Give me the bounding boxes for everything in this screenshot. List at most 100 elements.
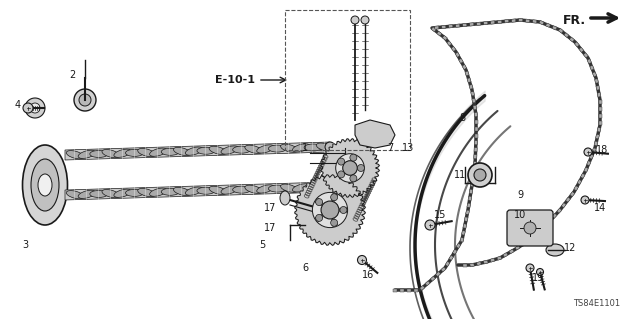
Ellipse shape bbox=[102, 150, 120, 158]
Polygon shape bbox=[596, 134, 600, 139]
Circle shape bbox=[321, 201, 339, 219]
Polygon shape bbox=[468, 196, 472, 201]
Polygon shape bbox=[451, 47, 456, 51]
Ellipse shape bbox=[292, 184, 310, 192]
Polygon shape bbox=[574, 186, 579, 191]
Circle shape bbox=[340, 206, 347, 213]
FancyBboxPatch shape bbox=[507, 210, 553, 246]
Ellipse shape bbox=[233, 186, 251, 193]
Ellipse shape bbox=[316, 183, 333, 191]
Ellipse shape bbox=[30, 103, 40, 113]
Text: 8: 8 bbox=[459, 113, 465, 123]
Ellipse shape bbox=[125, 189, 143, 197]
Text: 16: 16 bbox=[362, 270, 374, 280]
Ellipse shape bbox=[161, 188, 179, 195]
Text: 15: 15 bbox=[434, 210, 446, 220]
Polygon shape bbox=[477, 262, 481, 265]
Ellipse shape bbox=[245, 185, 262, 193]
Circle shape bbox=[331, 194, 338, 201]
Circle shape bbox=[338, 171, 345, 178]
Polygon shape bbox=[463, 23, 467, 27]
Polygon shape bbox=[532, 233, 537, 238]
Polygon shape bbox=[595, 79, 598, 83]
Polygon shape bbox=[532, 20, 537, 23]
Ellipse shape bbox=[102, 189, 120, 198]
Polygon shape bbox=[449, 25, 453, 28]
Polygon shape bbox=[456, 243, 461, 248]
Polygon shape bbox=[470, 182, 474, 187]
Polygon shape bbox=[575, 42, 579, 47]
Ellipse shape bbox=[150, 148, 167, 156]
Ellipse shape bbox=[67, 151, 84, 159]
Polygon shape bbox=[597, 128, 601, 132]
Polygon shape bbox=[430, 276, 435, 281]
Circle shape bbox=[325, 182, 335, 192]
Polygon shape bbox=[491, 21, 495, 24]
Polygon shape bbox=[442, 25, 446, 29]
Text: 9: 9 bbox=[517, 190, 523, 200]
Wedge shape bbox=[351, 175, 356, 181]
Text: 12: 12 bbox=[564, 243, 576, 253]
Ellipse shape bbox=[351, 16, 359, 24]
Polygon shape bbox=[504, 19, 509, 23]
Polygon shape bbox=[547, 219, 552, 223]
Ellipse shape bbox=[173, 187, 191, 196]
Ellipse shape bbox=[161, 148, 179, 155]
Polygon shape bbox=[598, 121, 602, 125]
Text: 6: 6 bbox=[302, 263, 308, 273]
Text: FR.: FR. bbox=[563, 13, 586, 26]
Polygon shape bbox=[456, 24, 460, 27]
Ellipse shape bbox=[31, 159, 59, 211]
Polygon shape bbox=[463, 263, 467, 266]
Polygon shape bbox=[490, 258, 495, 262]
Ellipse shape bbox=[197, 147, 215, 154]
Circle shape bbox=[316, 199, 323, 206]
Polygon shape bbox=[598, 107, 602, 111]
Text: 2: 2 bbox=[69, 70, 75, 80]
Polygon shape bbox=[460, 238, 464, 242]
Polygon shape bbox=[584, 167, 588, 172]
Ellipse shape bbox=[150, 188, 167, 196]
Polygon shape bbox=[65, 142, 330, 160]
Circle shape bbox=[325, 142, 335, 152]
Circle shape bbox=[474, 169, 486, 181]
Polygon shape bbox=[538, 228, 542, 233]
Polygon shape bbox=[471, 92, 474, 96]
Polygon shape bbox=[469, 189, 473, 194]
Text: 10: 10 bbox=[514, 210, 526, 220]
Wedge shape bbox=[339, 208, 347, 212]
Polygon shape bbox=[471, 175, 475, 180]
Polygon shape bbox=[474, 112, 477, 117]
Polygon shape bbox=[587, 59, 591, 64]
Ellipse shape bbox=[268, 185, 286, 192]
Polygon shape bbox=[467, 78, 471, 83]
Ellipse shape bbox=[25, 98, 45, 118]
Polygon shape bbox=[518, 19, 523, 22]
Text: E-10-1: E-10-1 bbox=[215, 75, 255, 85]
Polygon shape bbox=[441, 267, 446, 272]
Polygon shape bbox=[598, 100, 602, 104]
Circle shape bbox=[312, 192, 348, 227]
Text: 14: 14 bbox=[594, 203, 606, 213]
Ellipse shape bbox=[257, 145, 274, 153]
Ellipse shape bbox=[22, 145, 67, 225]
Circle shape bbox=[350, 175, 357, 182]
Text: 7: 7 bbox=[387, 143, 393, 153]
Polygon shape bbox=[445, 261, 450, 266]
Ellipse shape bbox=[138, 148, 155, 157]
Polygon shape bbox=[469, 85, 473, 89]
Ellipse shape bbox=[280, 184, 298, 192]
Circle shape bbox=[343, 161, 357, 175]
Polygon shape bbox=[65, 182, 330, 200]
Ellipse shape bbox=[280, 144, 298, 152]
Polygon shape bbox=[552, 213, 557, 218]
Ellipse shape bbox=[38, 174, 52, 196]
Polygon shape bbox=[559, 28, 563, 33]
Ellipse shape bbox=[304, 184, 322, 191]
Polygon shape bbox=[452, 249, 457, 254]
Polygon shape bbox=[393, 288, 397, 292]
Polygon shape bbox=[461, 231, 465, 235]
Polygon shape bbox=[509, 249, 514, 254]
Text: 19: 19 bbox=[532, 273, 544, 283]
Bar bbox=[285, 10, 410, 150]
